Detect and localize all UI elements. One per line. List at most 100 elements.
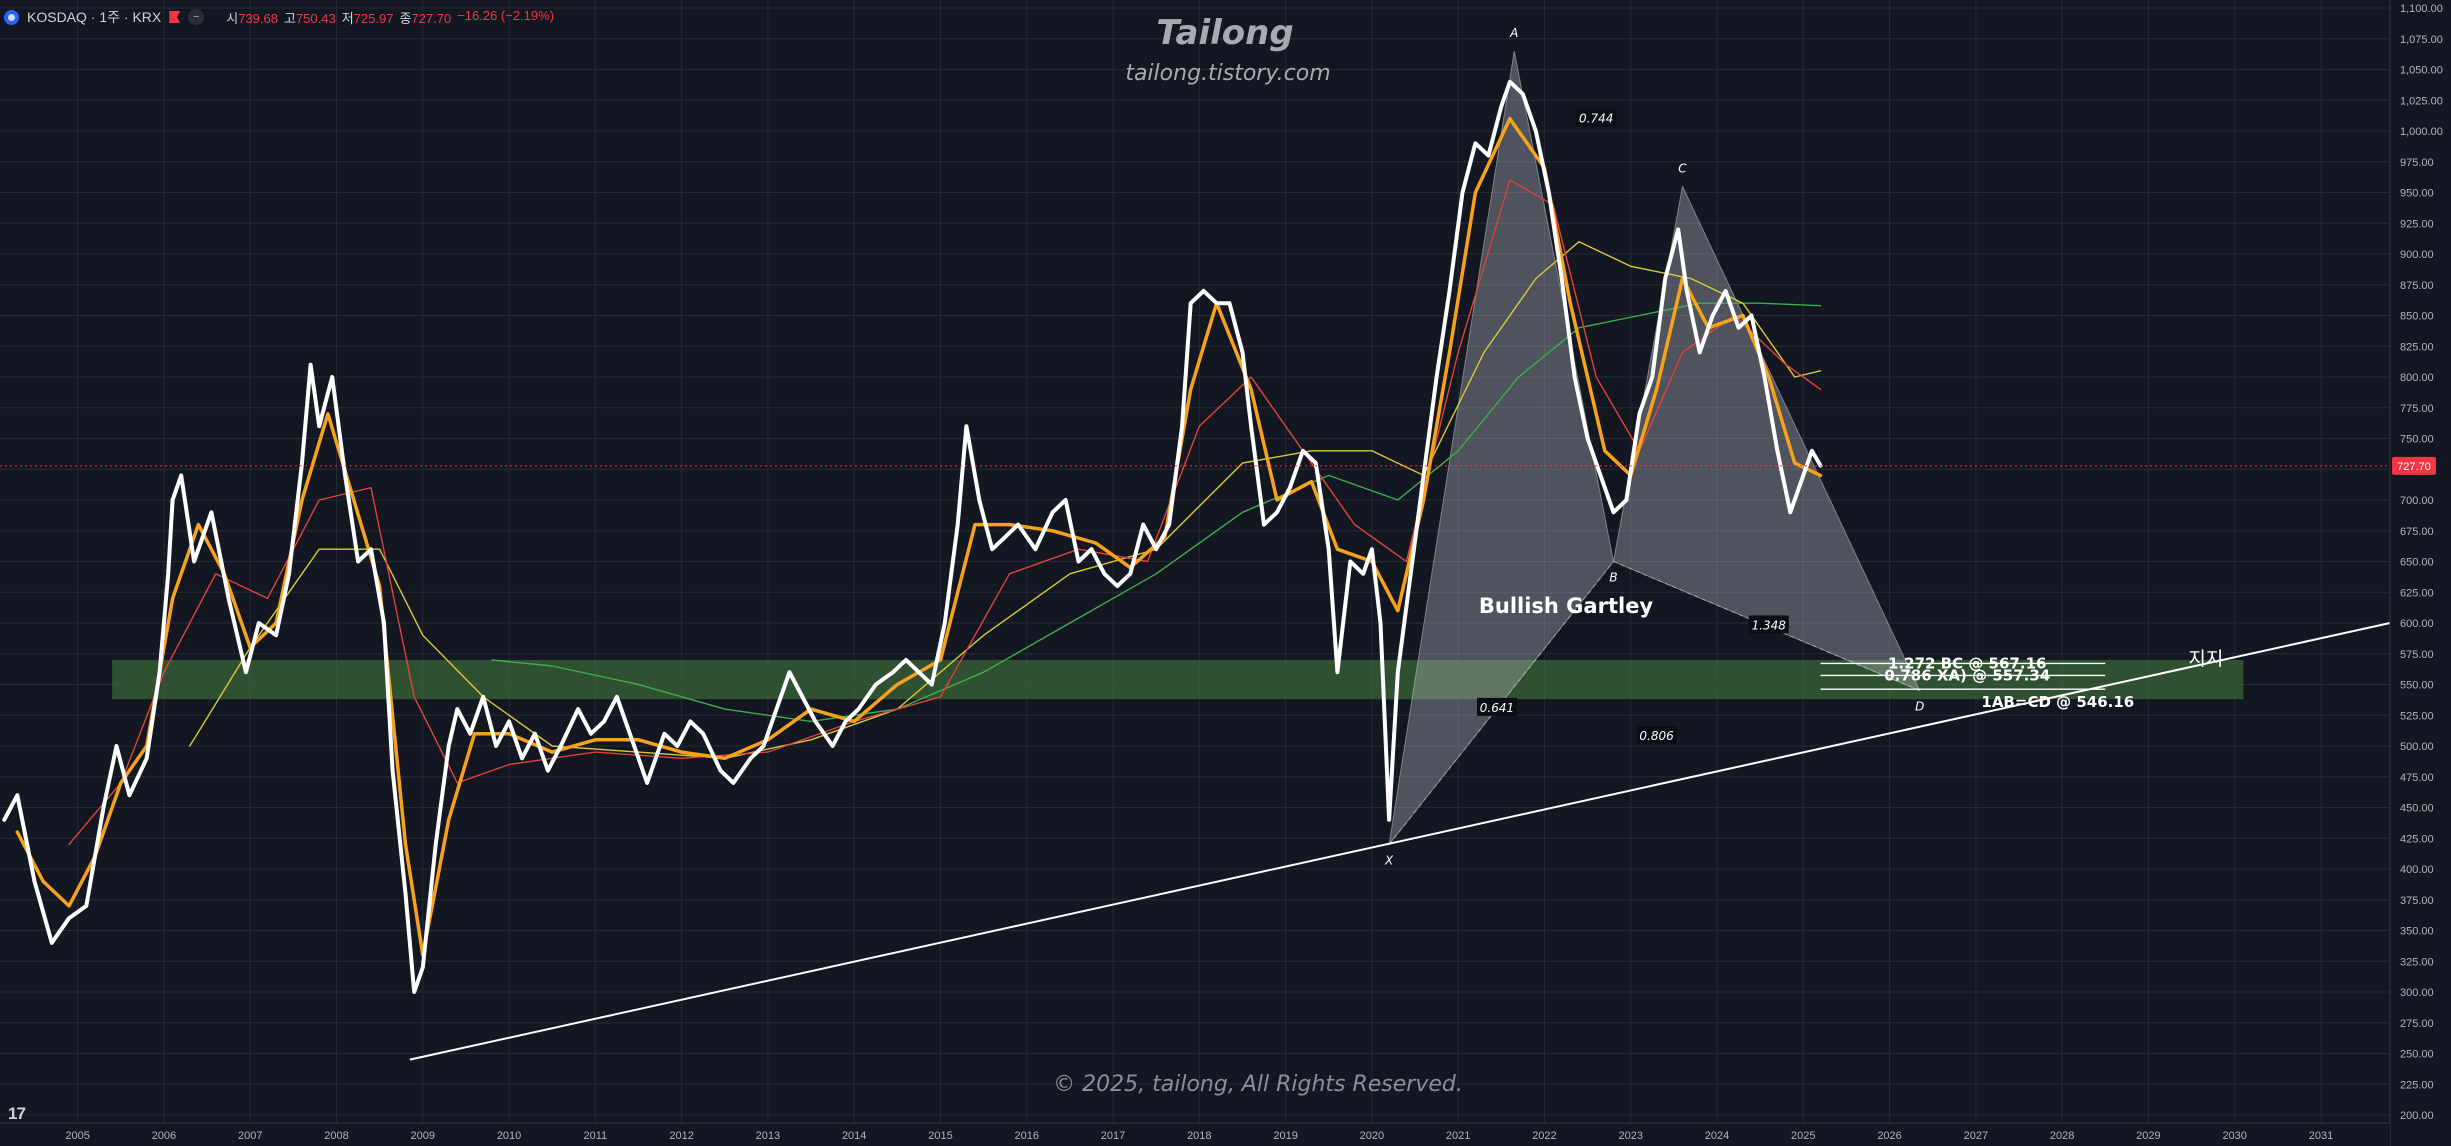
x-tick-label: 2028 — [2050, 1130, 2074, 1142]
x-tick-label: 2013 — [756, 1130, 780, 1142]
ratio-box — [1476, 697, 1517, 716]
x-tick-label: 2031 — [2309, 1130, 2333, 1142]
ratio-box — [1636, 726, 1677, 745]
y-tick-label: 950.00 — [2400, 188, 2434, 200]
x-tick-label: 2015 — [928, 1130, 952, 1142]
y-tick-label: 375.00 — [2400, 895, 2434, 907]
y-tick-label: 625.00 — [2400, 587, 2434, 599]
y-tick-label: 1,000.00 — [2400, 126, 2443, 138]
annotations: X A B C D 0.744 0.641 1.348 0.806 Bullish Gartley… — [1384, 26, 2134, 867]
y-tick-label: 925.00 — [2400, 218, 2434, 230]
time-axis-background — [0, 1123, 2390, 1146]
pattern-point-c: C — [1678, 161, 1687, 175]
pattern-point-a: A — [1509, 26, 1518, 40]
y-tick-label: 800.00 — [2400, 372, 2434, 384]
series-lines — [2, 79, 1823, 994]
y-tick-label: 200.00 — [2400, 1110, 2434, 1122]
x-tick-label: 2024 — [1705, 1130, 1729, 1142]
y-tick-label: 1,050.00 — [2400, 65, 2443, 77]
y-tick-label: 300.00 — [2400, 987, 2434, 999]
series-ma-red — [68, 179, 1822, 846]
open-value: 739.68 — [238, 10, 278, 26]
close-label: 종 — [399, 10, 412, 26]
y-tick-label: 500.00 — [2400, 741, 2434, 753]
close-value: 727.70 — [411, 10, 452, 26]
last-price-tag — [2392, 456, 2436, 475]
y-tick-label: 425.00 — [2400, 833, 2434, 845]
y-tick-label: 475.00 — [2400, 772, 2434, 784]
watermark-url: tailong.tistory.com — [1125, 61, 1330, 86]
y-tick-label: 1,025.00 — [2400, 95, 2443, 107]
low-value: 725.97 — [353, 10, 394, 26]
series-ma-yellow — [189, 241, 1822, 759]
y-tick-label: 1,075.00 — [2400, 34, 2443, 46]
prz-level-label: 0.786 XA) @ 557.34 — [1884, 666, 2050, 684]
y-tick-label: 525.00 — [2400, 710, 2434, 722]
x-tick-label: 2018 — [1187, 1130, 1211, 1142]
ratio-label: 0.641 — [1480, 701, 1514, 715]
ratio-label: 0.744 — [1579, 112, 1613, 126]
x-tick-label: 2017 — [1101, 1130, 1125, 1142]
ohlc-values: 시739.68 고750.43 저725.97 종727.70 −16.26 (… — [226, 8, 554, 27]
support-zone: 지지 — [112, 648, 2244, 700]
x-tick-label: 2014 — [842, 1130, 866, 1142]
y-tick-label: 650.00 — [2400, 557, 2434, 569]
y-tick-label: 750.00 — [2400, 434, 2434, 446]
x-tick-label: 2026 — [1877, 1130, 1901, 1142]
y-tick-label: 825.00 — [2400, 341, 2434, 353]
x-tick-label: 2020 — [1360, 1130, 1384, 1142]
y-tick-label: 975.00 — [2400, 157, 2434, 169]
y-tick-label: 700.00 — [2400, 495, 2434, 507]
minus-circle-icon[interactable]: − — [188, 9, 205, 25]
symbol-header: KOSDAQ · 1주 · KRX − 시739.68 고750.43 저725… — [4, 5, 554, 29]
y-tick-label: 325.00 — [2400, 956, 2434, 968]
y-tick-label: 600.00 — [2400, 618, 2434, 630]
ratio-label: 1.348 — [1752, 618, 1787, 632]
y-tick-label: 275.00 — [2400, 1018, 2434, 1030]
ratio-box — [1748, 615, 1789, 634]
x-tick-label: 2027 — [1964, 1130, 1988, 1142]
pattern-point-d: D — [1915, 700, 1924, 714]
x-tick-label: 2022 — [1532, 1130, 1556, 1142]
x-tick-label: 2029 — [2136, 1130, 2160, 1142]
ratio-label: 0.806 — [1639, 729, 1674, 743]
x-tick-label: 2006 — [152, 1130, 176, 1142]
ratio-box — [1576, 108, 1617, 127]
flag-icon[interactable] — [169, 11, 181, 23]
x-tick-label: 2023 — [1618, 1130, 1642, 1142]
y-tick-label: 1,100.00 — [2400, 3, 2443, 15]
y-tick-label: 675.00 — [2400, 526, 2434, 538]
support-zone-label: 지지 — [2188, 648, 2223, 670]
support-zone-band — [112, 659, 2244, 700]
x-tick-label: 2030 — [2222, 1130, 2246, 1142]
y-tick-label: 775.00 — [2400, 403, 2434, 415]
y-tick-label: 225.00 — [2400, 1079, 2434, 1091]
x-tick-label: 2011 — [584, 1130, 608, 1142]
tradingview-logo[interactable]: 17 — [8, 1104, 26, 1123]
y-tick-label: 450.00 — [2400, 803, 2434, 815]
price-axis-background — [2390, 0, 2451, 1146]
x-tick-label: 2009 — [411, 1130, 435, 1142]
y-tick-label: 900.00 — [2400, 249, 2434, 261]
y-tick-label: 400.00 — [2400, 864, 2434, 876]
symbol-title[interactable]: KOSDAQ · 1주 · KRX — [27, 9, 162, 25]
y-tick-label: 575.00 — [2400, 649, 2434, 661]
x-tick-label: 2008 — [324, 1130, 348, 1142]
x-tick-label: 2021 — [1446, 1130, 1470, 1142]
x-tick-label: 2019 — [1273, 1130, 1297, 1142]
prz-level-label: 1AB=CD @ 546.16 — [1981, 693, 2134, 711]
kosdaq-logo-icon — [4, 9, 19, 25]
x-tick-label: 2012 — [669, 1130, 693, 1142]
x-tick-label: 2007 — [238, 1130, 262, 1142]
x-tick-label: 2005 — [65, 1130, 89, 1142]
change-value: −16.26 (−2.19%) — [457, 7, 555, 23]
last-price-tag-label: 727.70 — [2397, 461, 2431, 473]
series-price — [2, 79, 1823, 994]
x-tick-label: 2025 — [1791, 1130, 1815, 1142]
low-label: 저 — [341, 10, 354, 26]
x-tick-label: 2016 — [1015, 1130, 1039, 1142]
y-tick-label: 850.00 — [2400, 311, 2434, 323]
y-tick-label: 250.00 — [2400, 1049, 2434, 1061]
